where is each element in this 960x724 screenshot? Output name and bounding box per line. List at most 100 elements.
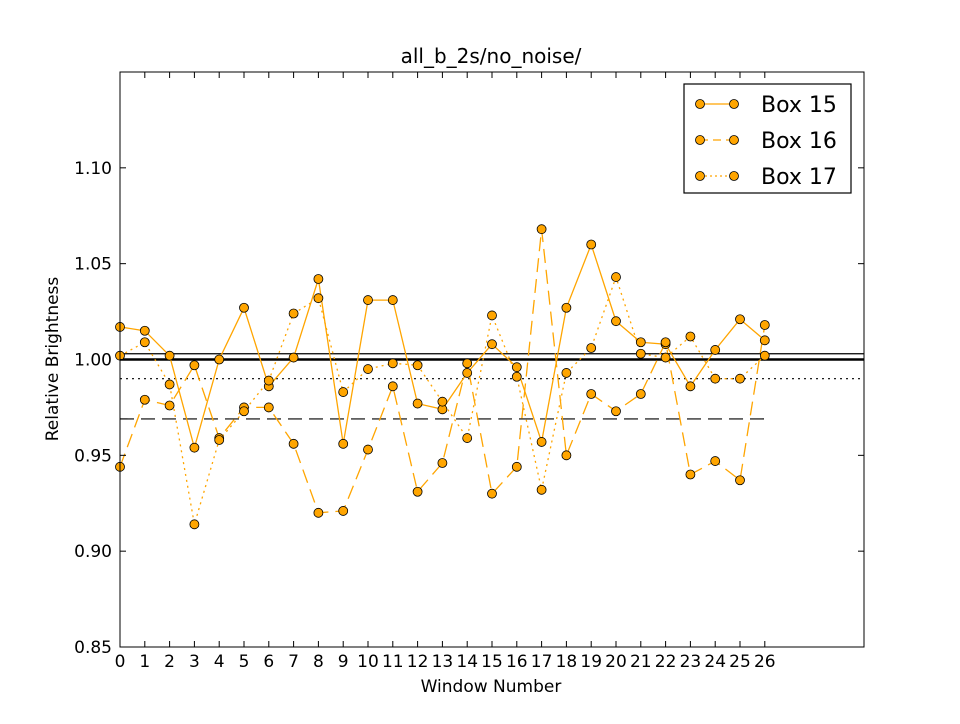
x-tick-label: 8 [313,652,324,672]
data-point-box-16 [412,486,423,497]
data-point-box-15 [387,295,398,305]
data-point-box-17 [363,364,373,374]
legend-label-box-16: Box 16 [761,129,837,154]
x-tick-label: 3 [189,652,200,672]
data-point-box-15 [759,335,770,346]
data-point-box-15 [189,442,200,453]
x-tick-label: 22 [655,652,677,672]
legend-marker-right [729,99,739,109]
data-point-box-17 [313,293,324,304]
data-point-box-17 [611,272,621,282]
data-point-box-15 [164,350,175,361]
data-point-box-15 [710,345,721,355]
series-line-box-16 [119,229,766,514]
data-point-box-17 [263,375,274,386]
data-point-box-16 [759,320,770,330]
x-tick-label: 1 [139,652,150,672]
x-tick-label: 5 [239,652,250,672]
data-point-box-17 [239,406,249,417]
legend-marker-left [695,171,705,181]
data-point-box-16 [263,402,274,413]
data-point-box-17 [387,358,398,369]
data-point-box-17 [735,373,745,384]
x-tick-label: 26 [754,652,776,672]
data-point-box-15 [685,381,696,392]
data-point-box-17 [437,396,448,407]
data-point-box-16 [462,358,473,369]
data-point-box-15 [139,325,150,336]
data-point-box-16 [288,438,299,449]
legend-marker-left [695,99,705,109]
x-tick-label: 18 [556,652,578,672]
data-point-box-16 [313,507,324,518]
x-tick-label: 14 [456,652,478,672]
x-tick-label: 10 [357,652,379,672]
data-point-box-17 [710,373,721,384]
data-point-box-16 [685,469,696,480]
data-point-box-17 [139,337,150,348]
data-point-box-16 [189,360,200,371]
data-point-box-15 [214,354,225,365]
data-point-box-15 [363,295,373,305]
data-point-box-15 [536,437,547,447]
x-tick-label: 16 [506,652,528,672]
data-point-box-15 [313,274,324,284]
data-point-box-16 [710,456,721,466]
legend-label-box-15: Box 15 [761,93,837,118]
data-point-box-17 [288,308,299,319]
data-point-box-15 [511,362,522,373]
y-tick-label: 0.85 [74,638,112,658]
x-tick-label: 13 [432,652,454,672]
legend-box [683,83,852,194]
data-point-box-17 [759,350,770,361]
data-point-box-16 [536,224,547,235]
x-tick-label: 4 [214,652,225,672]
data-point-box-15 [586,239,597,250]
y-tick-label: 1.05 [74,255,112,275]
data-point-box-16 [511,461,522,472]
data-point-box-16 [561,450,572,461]
x-tick-label: 20 [605,652,627,672]
data-point-box-16 [635,389,646,399]
data-point-box-15 [462,368,473,378]
y-tick-label: 0.95 [74,446,112,466]
x-tick-label: 11 [382,652,404,672]
x-tick-label: 25 [729,652,751,672]
data-point-box-17 [536,484,547,495]
legend: Box 15 Box 16 Box 17 [683,83,852,194]
data-point-box-15 [288,352,299,363]
x-tick-label: 9 [338,652,349,672]
x-tick-label: 21 [630,652,652,672]
x-tick-label: 6 [263,652,274,672]
data-point-box-15 [635,337,646,348]
y-tick-label: 0.90 [74,542,112,562]
x-tick-label: 23 [680,652,702,672]
data-point-box-16 [139,394,150,405]
data-point-box-17 [685,331,696,342]
data-point-box-17 [511,371,522,382]
x-tick-label: 24 [704,652,726,672]
series-line-box-17 [119,275,766,525]
data-point-box-15 [561,302,572,313]
x-tick-label: 2 [164,652,175,672]
y-tick-label: 1.00 [74,351,112,371]
data-point-box-16 [611,406,621,417]
data-point-box-16 [487,488,497,499]
data-point-box-16 [164,400,175,411]
data-point-box-16 [660,337,671,348]
x-tick-label: 17 [531,652,553,672]
data-point-box-17 [660,352,671,363]
data-point-box-17 [462,433,473,443]
x-tick-label: 15 [481,652,503,672]
data-point-box-15 [611,316,621,327]
data-point-box-17 [586,343,597,353]
data-point-box-16 [437,458,448,468]
x-tick-label: 7 [288,652,299,672]
data-point-box-17 [487,310,497,321]
data-point-box-16 [363,444,373,455]
x-tick-label: 12 [407,652,429,672]
data-point-box-15 [412,398,423,409]
series-layer [115,224,770,530]
